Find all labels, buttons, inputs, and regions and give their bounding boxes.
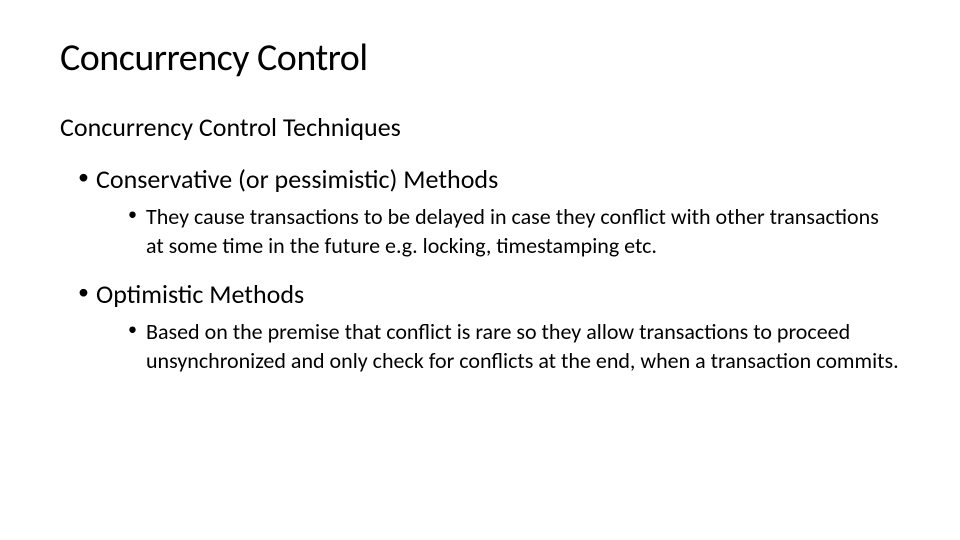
bullet-item-2-heading: Optimistic Methods (78, 278, 900, 310)
bullet-item-1-detail: They cause transactions to be delayed in… (128, 203, 900, 260)
slide-title: Concurrency Control (60, 35, 900, 81)
bullet-item-2-detail: Based on the premise that conflict is ra… (128, 318, 900, 375)
slide-subtitle: Concurrency Control Techniques (60, 111, 900, 143)
bullet-item-1-heading: Conservative (or pessimistic) Methods (78, 163, 900, 195)
